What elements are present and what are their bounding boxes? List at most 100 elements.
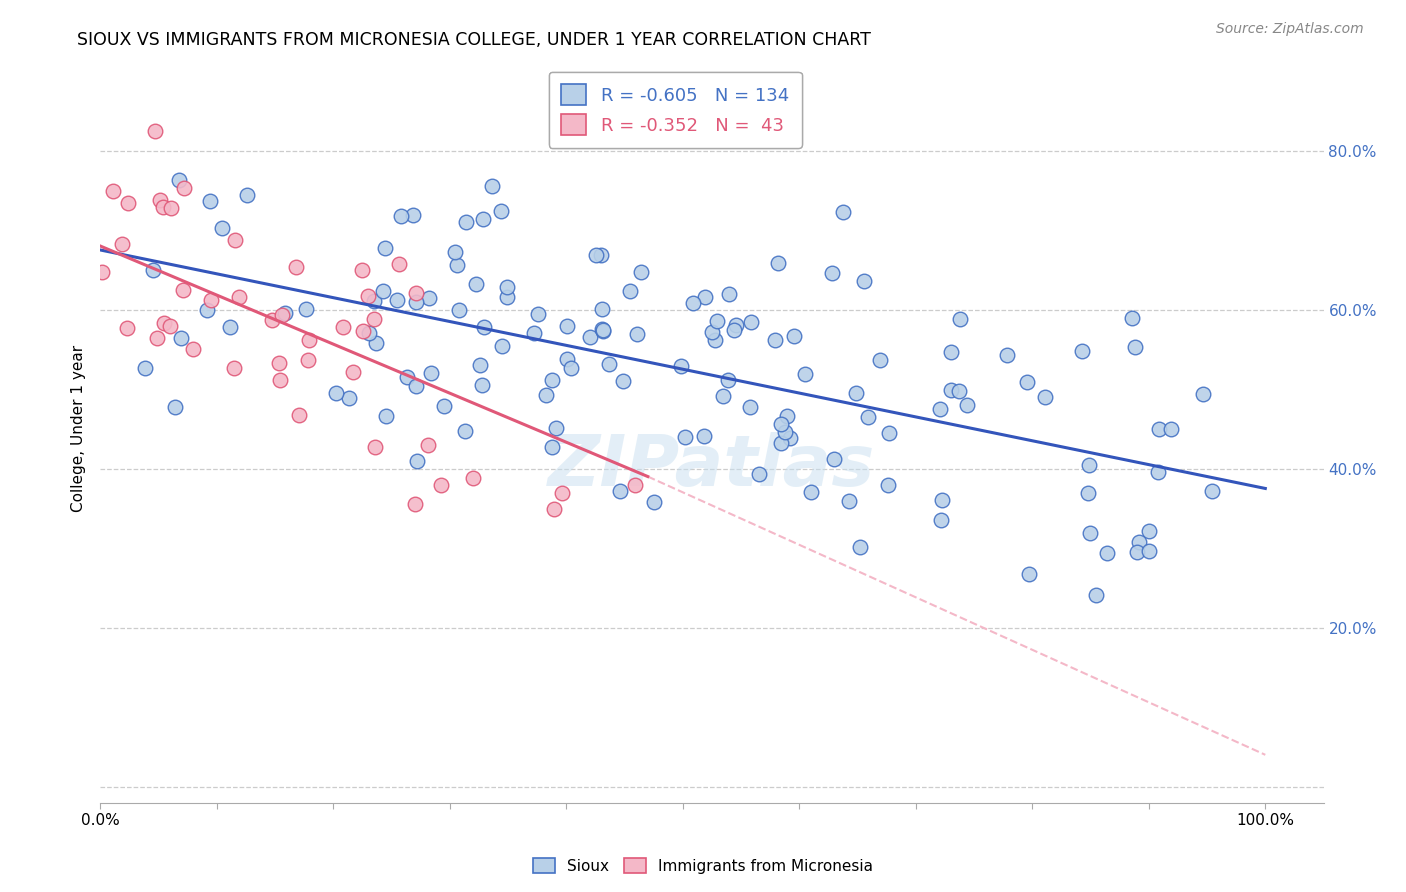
Point	[143, 124, 166, 138]
Point	[374, 241, 396, 255]
Point	[181, 342, 204, 356]
Point	[929, 401, 952, 416]
Point	[267, 356, 290, 370]
Point	[464, 277, 486, 291]
Point	[585, 248, 607, 262]
Legend: R = -0.605   N = 134, R = -0.352   N =  43: R = -0.605 N = 134, R = -0.352 N = 43	[548, 71, 801, 148]
Point	[693, 289, 716, 303]
Point	[474, 319, 496, 334]
Point	[1033, 390, 1056, 404]
Point	[211, 221, 233, 235]
Point	[134, 361, 156, 376]
Point	[560, 360, 582, 375]
Point	[748, 467, 770, 481]
Point	[623, 477, 645, 491]
Point	[779, 431, 801, 445]
Point	[849, 540, 872, 554]
Point	[260, 312, 283, 326]
Point	[711, 389, 734, 403]
Point	[405, 295, 427, 310]
Point	[388, 257, 411, 271]
Point	[612, 374, 634, 388]
Point	[591, 301, 613, 316]
Point	[619, 284, 641, 298]
Point	[471, 377, 494, 392]
Point	[740, 316, 762, 330]
Point	[395, 370, 418, 384]
Point	[540, 373, 562, 387]
Point	[90, 265, 112, 279]
Point	[271, 308, 294, 322]
Point	[352, 324, 374, 338]
Point	[579, 330, 602, 344]
Point	[447, 303, 470, 318]
Point	[218, 319, 240, 334]
Point	[543, 502, 565, 516]
Point	[454, 425, 477, 439]
Point	[555, 319, 578, 334]
Point	[152, 200, 174, 214]
Point	[496, 280, 519, 294]
Point	[273, 306, 295, 320]
Point	[1097, 546, 1119, 560]
Point	[592, 323, 614, 337]
Point	[858, 410, 880, 425]
Point	[298, 333, 321, 347]
Point	[1077, 486, 1099, 500]
Point	[363, 312, 385, 326]
Point	[468, 358, 491, 372]
Point	[939, 384, 962, 398]
Point	[555, 351, 578, 366]
Point	[1160, 422, 1182, 436]
Point	[776, 409, 799, 423]
Point	[332, 320, 354, 334]
Point	[373, 284, 395, 298]
Point	[339, 391, 361, 405]
Point	[433, 399, 456, 413]
Point	[111, 236, 134, 251]
Point	[359, 326, 381, 340]
Point	[931, 492, 953, 507]
Point	[820, 266, 842, 280]
Point	[723, 323, 745, 337]
Point	[198, 194, 221, 208]
Point	[693, 429, 716, 443]
Point	[228, 290, 250, 304]
Point	[877, 425, 900, 440]
Point	[702, 326, 724, 340]
Point	[773, 425, 796, 439]
Point	[1125, 340, 1147, 354]
Point	[793, 367, 815, 381]
Point	[444, 245, 467, 260]
Point	[167, 173, 190, 187]
Text: SIOUX VS IMMIGRANTS FROM MICRONESIA COLLEGE, UNDER 1 YEAR CORRELATION CHART: SIOUX VS IMMIGRANTS FROM MICRONESIA COLL…	[77, 31, 872, 49]
Point	[472, 211, 495, 226]
Point	[551, 485, 574, 500]
Point	[838, 494, 860, 508]
Point	[534, 388, 557, 402]
Point	[763, 334, 786, 348]
Point	[630, 265, 652, 279]
Point	[456, 215, 478, 229]
Point	[939, 344, 962, 359]
Point	[1147, 422, 1170, 436]
Point	[1084, 588, 1107, 602]
Point	[357, 289, 380, 303]
Point	[163, 400, 186, 414]
Point	[364, 336, 387, 351]
Point	[589, 247, 612, 261]
Point	[142, 262, 165, 277]
Point	[172, 283, 194, 297]
Point	[149, 193, 172, 207]
Y-axis label: College, Under 1 year: College, Under 1 year	[72, 345, 86, 512]
Point	[461, 471, 484, 485]
Point	[1192, 387, 1215, 401]
Point	[195, 303, 218, 318]
Point	[1078, 458, 1101, 472]
Point	[1078, 526, 1101, 541]
Point	[1015, 375, 1038, 389]
Point	[949, 311, 972, 326]
Point	[948, 384, 970, 398]
Point	[269, 373, 291, 387]
Point	[738, 401, 761, 415]
